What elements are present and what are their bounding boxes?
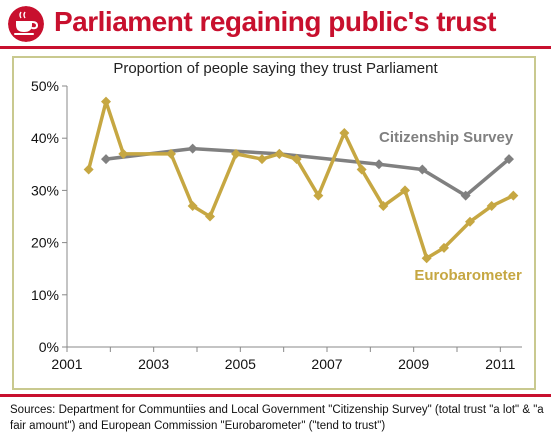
data-point-marker (356, 164, 367, 175)
data-point-marker (83, 164, 94, 175)
data-point-marker (400, 185, 410, 196)
data-point-marker (417, 164, 428, 175)
sources-note: Sources: Department for Communtiies and … (10, 404, 544, 432)
y-tick-label: 20% (31, 235, 59, 251)
x-tick-label: 2007 (311, 356, 342, 372)
data-point-marker (187, 201, 198, 212)
data-point-marker (313, 190, 324, 201)
y-tick-label: 10% (31, 287, 59, 303)
data-point-marker (166, 148, 176, 159)
data-point-marker (460, 190, 471, 201)
data-point-marker (101, 154, 111, 165)
x-tick-label: 2001 (51, 356, 82, 372)
series-label: Citizenship Survey (379, 129, 514, 146)
data-point-marker (187, 143, 198, 154)
data-point-marker (339, 127, 350, 138)
x-tick-label: 2011 (485, 356, 515, 372)
series-line (105, 146, 511, 198)
data-point-marker (274, 148, 285, 159)
data-point-marker (465, 216, 475, 227)
y-tick-label: 0% (39, 339, 59, 355)
data-point-marker (508, 190, 519, 201)
y-tick-label: 40% (31, 130, 59, 146)
data-point-marker (486, 201, 497, 212)
data-point-marker (205, 211, 215, 222)
data-point-marker (378, 201, 389, 212)
series-line (86, 99, 515, 261)
data-point-marker (101, 96, 111, 107)
data-point-marker (374, 159, 384, 170)
header-rule (0, 46, 551, 49)
page-header: Parliament regaining public's trust (0, 0, 551, 48)
footer-rule (0, 394, 551, 397)
teacup-logo-icon (8, 6, 44, 42)
chart-title: Proportion of people saying they trust P… (113, 60, 438, 77)
y-tick-label: 50% (31, 78, 59, 94)
data-point-marker (291, 154, 302, 165)
data-point-marker (421, 253, 432, 264)
x-tick-label: 2003 (138, 356, 169, 372)
series-label: Eurobarometer (414, 267, 522, 284)
chart-frame (12, 56, 536, 390)
data-point-marker (257, 154, 267, 165)
y-tick-label: 30% (31, 182, 59, 198)
page-title: Parliament regaining public's trust (54, 6, 496, 37)
data-point-marker (439, 242, 449, 253)
series-eurobarometer (83, 96, 519, 264)
data-point-marker (504, 154, 514, 165)
data-point-marker (231, 148, 241, 159)
data-point-marker (118, 148, 129, 159)
x-tick-label: 2005 (225, 356, 256, 372)
x-tick-label: 2009 (398, 356, 429, 372)
